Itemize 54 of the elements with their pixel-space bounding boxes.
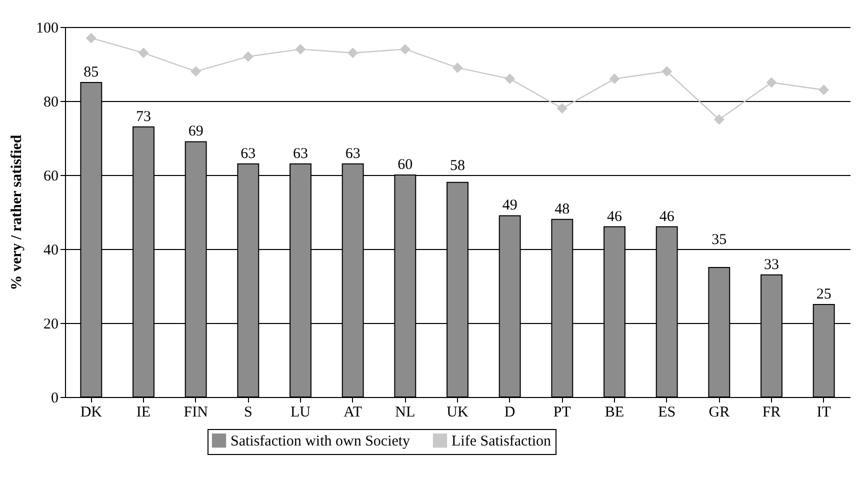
- data-label: 69: [188, 124, 204, 140]
- data-label: 25: [816, 286, 832, 302]
- y-axis-title: % very / rather satisfied: [9, 134, 25, 290]
- y-tick-label: 20: [44, 316, 58, 332]
- x-tick-label: FIN: [184, 404, 208, 420]
- data-label: 85: [84, 64, 99, 80]
- y-tick-label: 0: [51, 390, 58, 406]
- point: [662, 66, 672, 77]
- x-tick-label: GR: [708, 404, 730, 420]
- point: [348, 48, 358, 58]
- data-label: 35: [712, 232, 727, 248]
- x-tick-label: AT: [344, 404, 362, 420]
- x-tick-label: IT: [816, 404, 831, 420]
- point: [242, 51, 254, 62]
- x-tick-label: NL: [395, 404, 416, 420]
- x-tick-label: LU: [290, 404, 311, 420]
- y-tick-label: 60: [44, 168, 58, 184]
- x-tick-label: FR: [762, 404, 781, 420]
- point: [295, 44, 306, 54]
- data-label: 33: [764, 256, 779, 273]
- point: [609, 74, 620, 84]
- x-tick-label: IE: [136, 404, 151, 420]
- x-tick-label: S: [244, 404, 252, 420]
- data-label: 58: [450, 158, 465, 174]
- x-tick-label: ES: [658, 404, 676, 420]
- point: [714, 114, 724, 125]
- point: [138, 48, 149, 58]
- x-tick-label: PT: [553, 404, 571, 420]
- data-label: 46: [659, 208, 675, 225]
- x-tick-label: D: [504, 404, 516, 420]
- data-label: 49: [502, 198, 518, 214]
- data-label: 46: [607, 208, 622, 225]
- legend-label: Life Satisfaction: [452, 434, 552, 450]
- point: [190, 66, 202, 77]
- y-tick-label: 40: [44, 242, 58, 258]
- data-label: 63: [345, 146, 360, 162]
- legend-label: Satisfaction with own Society: [230, 434, 411, 450]
- y-tick-label: 100: [36, 20, 58, 36]
- data-label: 63: [240, 146, 256, 162]
- data-label: 60: [398, 157, 413, 173]
- point: [504, 74, 516, 84]
- y-tick-label: 80: [44, 94, 58, 110]
- x-tick-label: BE: [604, 404, 624, 420]
- data-label: 73: [136, 108, 151, 125]
- data-label: 48: [554, 201, 570, 218]
- point: [86, 32, 96, 44]
- x-tick-label: UK: [446, 404, 468, 420]
- point: [400, 44, 410, 54]
- data-label: 63: [293, 146, 308, 162]
- point: [818, 84, 830, 96]
- point: [556, 103, 568, 114]
- x-tick-label: DK: [80, 404, 102, 420]
- point: [766, 77, 777, 88]
- point: [452, 62, 463, 73]
